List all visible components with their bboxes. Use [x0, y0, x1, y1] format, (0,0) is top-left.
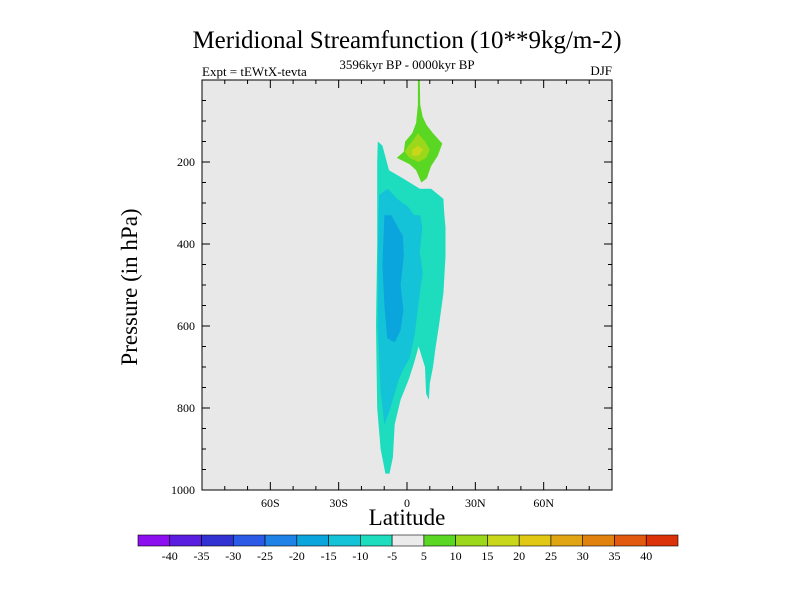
x-tick-label: 30N	[464, 496, 486, 510]
colorbar-box	[423, 534, 456, 547]
colorbar-label: 15	[481, 549, 494, 563]
colorbar-box	[455, 534, 488, 547]
y-tick-label: 1000	[171, 483, 195, 497]
colorbar-box	[296, 534, 329, 547]
colorbar-label: 40	[640, 549, 653, 563]
x-tick-label: 30S	[329, 496, 348, 510]
colorbar-label: 35	[608, 549, 621, 563]
colorbar-box	[328, 534, 361, 547]
colorbar-box	[137, 534, 171, 547]
colorbar-label: -40	[161, 549, 178, 563]
chart-title: Meridional Streamfunction (10**9kg/m-2)	[192, 27, 622, 54]
y-tick-label: 400	[177, 237, 195, 251]
colorbar-box	[232, 534, 266, 547]
y-tick-label: 800	[177, 401, 195, 415]
colorbar-box	[360, 534, 393, 547]
colorbar-label: -30	[225, 549, 242, 563]
colorbar-box	[169, 534, 202, 547]
colorbar-label: -25	[257, 549, 274, 563]
y-tick-label: 200	[177, 155, 195, 169]
colorbar-box	[645, 534, 679, 547]
colorbar-label: -10	[352, 549, 369, 563]
positive-cell-outer	[396, 80, 443, 183]
experiment-label: Expt = tEWtX-tevta	[202, 64, 307, 79]
colorbar-box	[487, 534, 520, 547]
season-label: DJF	[590, 63, 612, 78]
colorbar-label: 25	[544, 549, 557, 563]
colorbar-box	[550, 534, 584, 547]
x-tick-label: 60S	[260, 496, 280, 510]
colorbar-label: -15	[320, 549, 337, 563]
colorbar-box	[518, 534, 552, 547]
colorbar-label: 10	[449, 549, 462, 563]
positive-cell-core	[412, 145, 424, 156]
x-tick-label: 60N	[533, 496, 554, 510]
y-tick-label: 600	[177, 319, 195, 333]
colorbar-label: -35	[193, 549, 210, 563]
time-range-label: 3596kyr BP - 0000kyr BP	[339, 57, 475, 72]
colorbar-box	[582, 534, 615, 547]
colorbar-label: -20	[288, 549, 305, 563]
colorbar-box	[201, 534, 234, 547]
colorbar-label: 5	[420, 549, 427, 563]
colorbar-box	[614, 534, 647, 547]
colorbar-box	[264, 534, 298, 547]
colorbar-label: 20	[513, 549, 526, 563]
negative-cell-core	[382, 215, 404, 343]
colorbar-label: 30	[576, 549, 589, 563]
x-tick-label: 0	[404, 496, 410, 510]
x-axis-label: Latitude	[368, 505, 446, 530]
colorbar-box	[391, 534, 425, 547]
colorbar-label: -5	[387, 549, 398, 563]
